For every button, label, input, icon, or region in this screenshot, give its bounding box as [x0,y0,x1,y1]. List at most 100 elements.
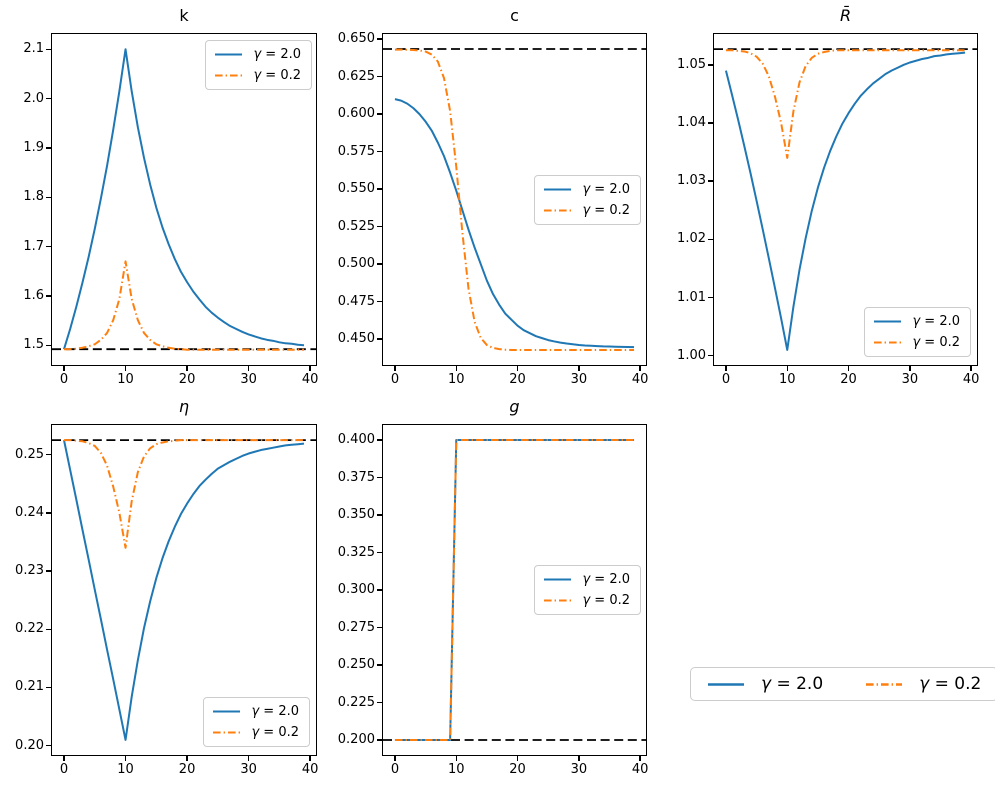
x-tick [186,756,188,761]
y-tick [377,439,382,441]
x-tick [63,756,65,761]
x-tick [124,366,127,371]
y-tick-label: 0.23 [15,563,44,579]
legend-line-dashdot-icon [544,599,572,602]
axes-legend: γ = 2.0 γ = 0.2 [534,565,641,615]
y-tick [377,739,382,741]
y-tick-label: 0.275 [337,619,375,635]
x-tick [639,756,641,761]
y-tick-label: 0.325 [337,544,375,560]
y-tick [377,300,382,303]
series-line-gamma-2 [394,439,635,741]
y-tick-label: 1.7 [23,238,44,254]
series-line-gamma-02 [725,49,966,159]
legend-entry: γ = 2.0 [543,182,630,197]
x-tick-label: 30 [901,372,919,387]
x-tick [455,366,457,371]
y-tick-label: 2.1 [23,41,44,57]
series-line-gamma-02 [394,48,635,351]
subplot-g: g 0.200 0.225 0.250 0.275 0.300 0.325 0.350 0.3… [338,397,649,777]
y-tick-label: 0.625 [337,68,375,84]
y-tick-label: 0.350 [337,507,375,522]
x-tick [63,366,65,371]
figure-legend-box: γ = 2.0 γ = 0.2 [690,667,995,701]
x-tick [247,366,250,371]
series-line-gamma-02 [64,439,304,549]
x-tick-label: 40 [631,762,649,777]
y-tick [377,701,382,704]
x-tick-label: 10 [447,372,465,387]
x-tick-label: 40 [631,372,649,387]
x-tick-label: 0 [390,372,400,387]
x-tick-label: 30 [240,762,257,777]
x-tick [186,366,188,371]
legend-label: γ = 2.0 [912,314,960,329]
legend-line-dashdot-icon [866,682,903,686]
x-tick [578,756,580,761]
legend-line-dashdot-icon [544,209,572,211]
legend-line-solid-icon [544,188,572,190]
y-tick-label: 0.22 [15,621,44,637]
y-tick-label: 0.24 [15,504,44,520]
x-tick-label: 10 [117,372,134,387]
y-tick [377,113,382,115]
y-tick-label: 0.500 [337,256,375,272]
plot-area [52,48,316,351]
x-tick [309,366,311,371]
y-tick [46,147,51,149]
x-tick [455,756,457,761]
x-tick-label: 0 [721,372,731,387]
y-tick-label: 2.0 [23,90,44,106]
y-tick-label: 0.250 [337,657,375,672]
y-tick-label: 0.20 [15,737,44,753]
y-tick [46,295,51,297]
x-tick-label: 40 [301,372,319,387]
y-tick [377,514,382,516]
x-tick [970,366,972,371]
y-tick-label: 1.5 [23,337,44,353]
y-tick-label: 1.04 [677,115,706,130]
y-tick-label: 0.650 [337,31,375,47]
y-tick [377,263,382,265]
legend-line-dashdot-icon [213,731,241,734]
legend-label: γ = 0.2 [251,725,299,740]
subplot-c: c 0.450 0.475 0.500 0.525 0.550 0.575 0.600 0.6… [338,6,649,387]
y-tick-label: 0.25 [15,446,44,462]
x-tick [786,366,788,371]
y-tick-label: 0.475 [337,293,375,309]
y-tick-label: 0.600 [337,106,375,122]
x-tick [247,756,250,761]
axes-legend: γ = 2.0 γ = 0.2 [203,697,310,747]
y-tick [377,589,382,591]
y-tick [377,476,382,479]
x-tick-label: 30 [570,762,588,777]
legend-line-dashdot-icon [215,74,243,77]
legend-entry: γ = 2.0 [212,704,299,719]
series-line-gamma-02 [64,260,304,351]
y-tick-label: 0.225 [337,694,375,710]
y-tick-label: 0.375 [337,469,375,485]
legend-entry: γ = 2.0 [543,572,630,587]
x-tick-label: 30 [570,372,588,387]
y-tick [377,38,382,40]
x-tick-label: 20 [509,372,526,387]
legend-entry: γ = 0.2 [865,674,981,694]
y-tick [377,551,382,554]
x-tick [516,756,519,761]
y-tick [46,512,51,514]
legend-label: γ = 0.2 [919,674,982,694]
subplot-c-title: c [510,6,519,25]
x-tick [516,366,519,371]
legend-entry: γ = 0.2 [214,68,301,83]
subplot-eta: η 0.20 0.21 0.22 0.23 0.24 0.25 0 10 20 30 40 γ = 2… [15,397,318,777]
y-tick [46,344,51,347]
x-tick-label: 40 [301,762,319,777]
legend-label: γ = 2.0 [253,47,301,62]
y-tick [377,225,382,228]
x-tick-label: 30 [240,372,257,387]
y-tick [46,570,51,572]
y-tick-label: 1.00 [677,347,706,363]
legend-entry: γ = 2.0 [873,314,960,329]
x-tick-label: 0 [59,762,69,777]
